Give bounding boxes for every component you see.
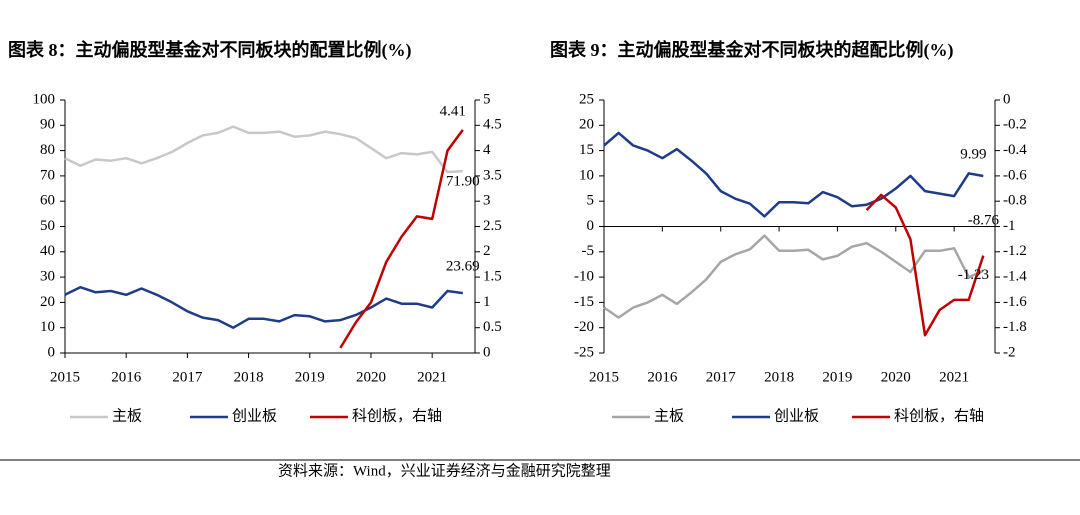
y2-tick-label: 2.5 <box>483 218 502 234</box>
y2-tick-label: 4 <box>483 142 491 158</box>
legend-label: 创业板 <box>774 406 819 424</box>
x-tick-label: 2021 <box>939 369 969 385</box>
x-tick-label: 2019 <box>822 369 852 385</box>
y-tick-label: 50 <box>40 218 55 234</box>
y2-tick-label: 0.5 <box>483 319 502 335</box>
y2-tick-label: 5 <box>483 91 491 107</box>
legend-label: 主板 <box>654 406 684 424</box>
y-tick-label: 70 <box>40 167 55 183</box>
y2-tick-label: 2 <box>483 243 491 259</box>
y2-tick-label: 3 <box>483 193 491 209</box>
y-tick-label: 0 <box>587 218 595 234</box>
y-tick-label: 90 <box>40 117 55 133</box>
chart-title: 图表 9：主动偏股型基金对不同板块的超配比例(%) <box>550 39 954 61</box>
x-tick-label: 2018 <box>764 369 794 385</box>
y-tick-label: 100 <box>33 91 56 107</box>
y-tick-label: -10 <box>574 269 594 285</box>
y2-tick-label: 4.5 <box>483 117 502 133</box>
x-tick-label: 2016 <box>647 369 678 385</box>
x-tick-label: 2017 <box>172 369 203 385</box>
data-label: 23.69 <box>446 259 480 275</box>
data-label: -8.76 <box>968 212 1000 228</box>
y2-tick-label: -1 <box>1003 218 1016 234</box>
y2-tick-label: 0 <box>1003 91 1011 107</box>
data-label: 71.90 <box>446 174 480 190</box>
y-tick-label: 60 <box>40 193 55 209</box>
y-tick-label: 25 <box>579 91 594 107</box>
y-tick-label: -15 <box>574 294 594 310</box>
y2-tick-label: -2 <box>1003 344 1016 360</box>
legend-label: 创业板 <box>232 406 277 424</box>
y2-tick-label: -1.6 <box>1003 294 1027 310</box>
chart-title: 图表 8：主动偏股型基金对不同板块的配置比例(%) <box>8 39 412 61</box>
y-tick-label: 10 <box>40 319 55 335</box>
y2-tick-label: -1.8 <box>1003 319 1027 335</box>
y-tick-label: 40 <box>40 243 55 259</box>
x-tick-label: 2015 <box>589 369 619 385</box>
series-line <box>339 129 464 349</box>
y-tick-label: -20 <box>574 319 594 335</box>
y2-tick-label: 3.5 <box>483 167 502 183</box>
x-tick-label: 2019 <box>295 369 325 385</box>
series-line <box>64 125 463 174</box>
y2-tick-label: -0.6 <box>1003 167 1027 183</box>
series-line <box>603 234 984 319</box>
series-line <box>64 285 463 329</box>
legend-label: 科创板，右轴 <box>352 406 442 424</box>
y2-tick-label: 1 <box>483 294 491 310</box>
y-tick-label: 20 <box>579 117 594 133</box>
y2-tick-label: 0 <box>483 344 491 360</box>
y-tick-label: 10 <box>579 167 594 183</box>
source: 资料来源：Wind，兴业证券经济与金融研究院整理 <box>278 461 611 479</box>
legend-label: 主板 <box>112 406 142 424</box>
x-tick-label: 2020 <box>356 369 386 385</box>
y2-tick-label: -0.4 <box>1003 142 1027 158</box>
y-tick-label: 5 <box>587 193 595 209</box>
y-tick-label: 0 <box>48 344 56 360</box>
data-label: -1.23 <box>958 267 989 283</box>
y2-tick-label: -1.2 <box>1003 243 1027 259</box>
x-tick-label: 2020 <box>881 369 911 385</box>
y-tick-label: 80 <box>40 142 55 158</box>
data-label: 9.99 <box>960 146 986 162</box>
y-tick-label: 15 <box>579 142 594 158</box>
y2-tick-label: -1.4 <box>1003 269 1027 285</box>
data-label: 4.41 <box>440 103 466 119</box>
x-tick-label: 2016 <box>111 369 142 385</box>
x-tick-label: 2017 <box>706 369 737 385</box>
x-tick-label: 2015 <box>50 369 80 385</box>
y-tick-label: 30 <box>40 269 55 285</box>
y-tick-label: 20 <box>40 294 55 310</box>
x-tick-label: 2018 <box>234 369 264 385</box>
series-line <box>865 193 985 337</box>
y-tick-label: -25 <box>574 344 594 360</box>
y-tick-label: -5 <box>582 243 595 259</box>
y2-tick-label: 1.5 <box>483 269 502 285</box>
legend-label: 科创板，右轴 <box>894 406 984 424</box>
y2-tick-label: -0.2 <box>1003 117 1027 133</box>
y2-tick-label: -0.8 <box>1003 193 1027 209</box>
x-tick-label: 2021 <box>417 369 447 385</box>
series-line <box>603 131 984 218</box>
